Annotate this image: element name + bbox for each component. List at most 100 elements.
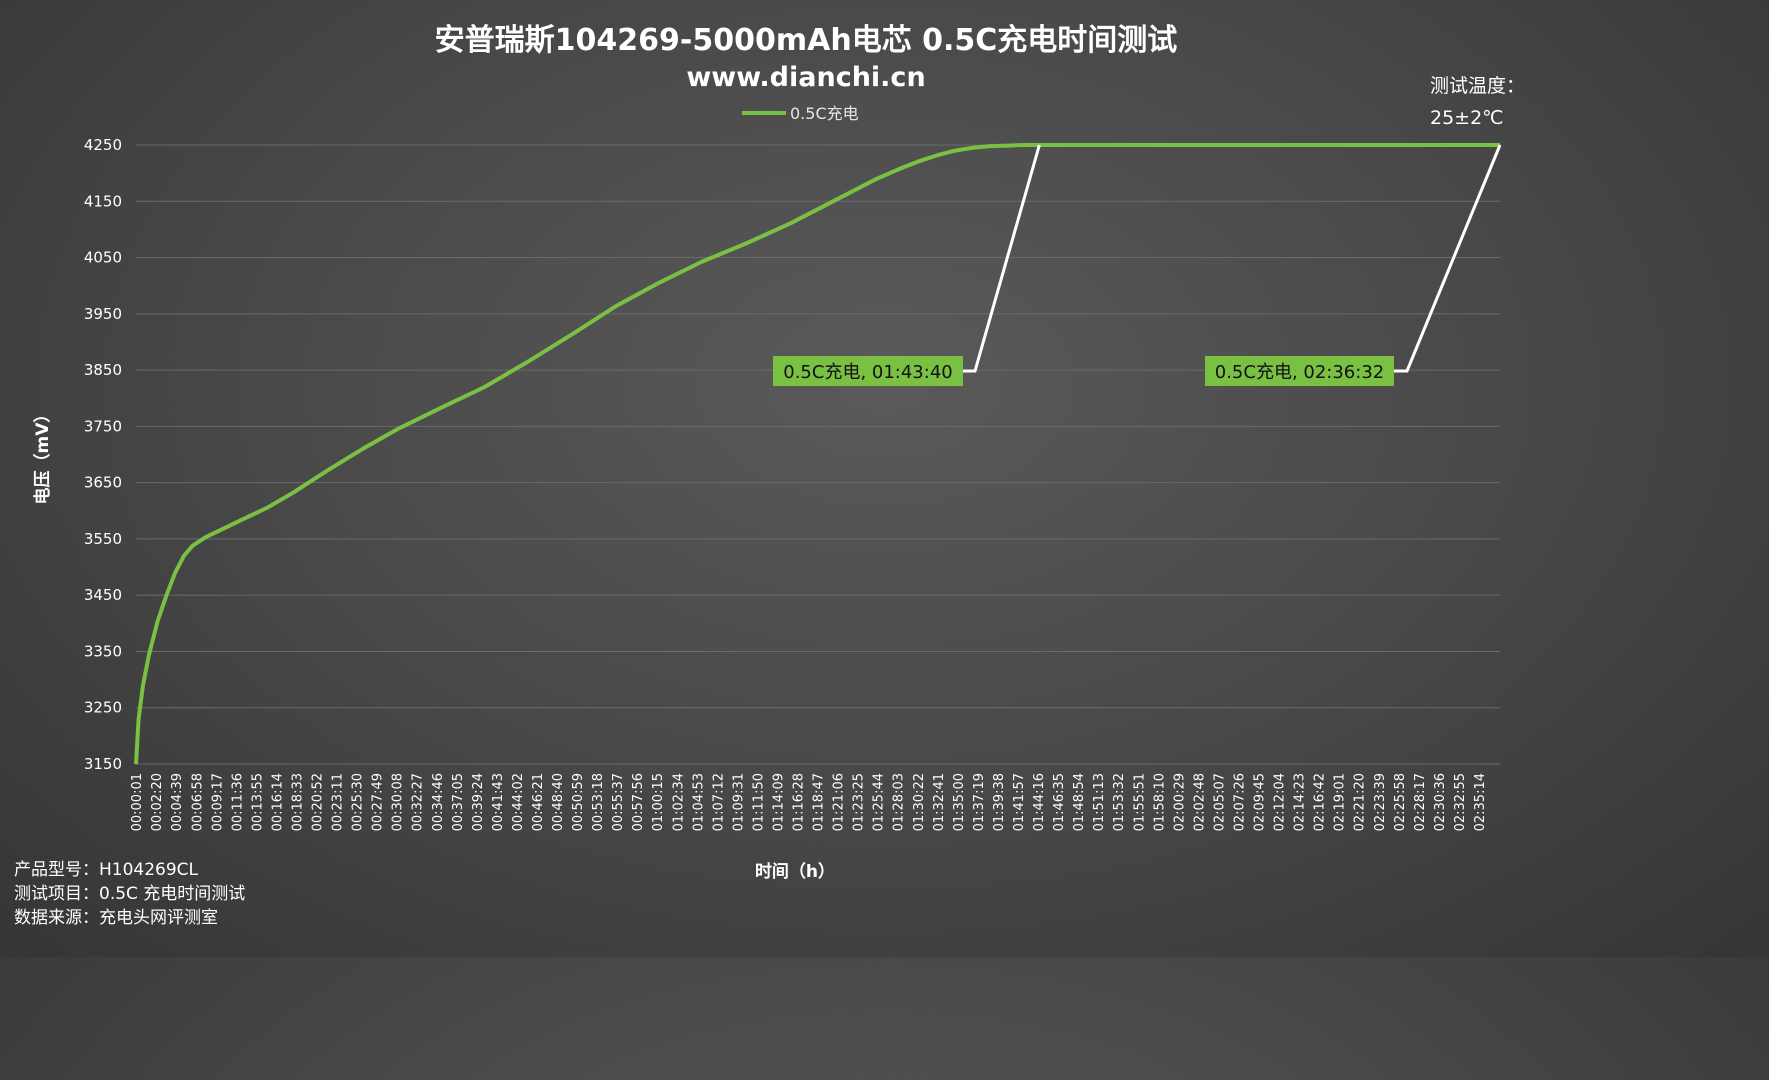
y-axis-ticks: 3150 3250 3350 3450 3550 3650 3750 3850 3950 4050… — [84, 136, 122, 773]
x-tick-label-65: 02:30:36 — [1433, 773, 1448, 831]
series-point-39 — [1268, 144, 1270, 146]
series-point-37 — [1093, 144, 1096, 146]
annotation-leader-1 — [1394, 144, 1502, 373]
series-point-31 — [954, 150, 956, 152]
series-point-3 — [148, 653, 150, 655]
legend: 0.5C充电 — [742, 104, 859, 123]
x-tick-label-52: 02:00:29 — [1172, 773, 1187, 831]
series-point-38 — [1181, 144, 1183, 146]
x-tick-label-36: 01:23:25 — [852, 773, 867, 831]
series-point-32 — [971, 147, 974, 149]
series-point-41 — [1442, 144, 1444, 146]
series-point-18 — [483, 386, 486, 388]
series-point-28 — [902, 166, 904, 169]
x-tick-label-61: 02:21:20 — [1353, 773, 1368, 831]
series-layer — [134, 143, 1501, 765]
x-tick-label-21: 00:48:40 — [551, 773, 566, 831]
series-point-11 — [239, 519, 242, 521]
series-point-10 — [222, 528, 224, 530]
x-tick-label-18: 00:41:43 — [491, 773, 506, 831]
x-tick-label-44: 01:41:57 — [1012, 773, 1027, 831]
x-tick-label-41: 01:35:00 — [952, 773, 967, 831]
x-tick-label-59: 02:16:42 — [1313, 773, 1328, 831]
series-point-23 — [701, 260, 704, 263]
x-tick-label-26: 01:00:15 — [651, 773, 666, 831]
y-tick-label-11: 4250 — [84, 136, 122, 154]
x-tick-label-39: 01:30:22 — [912, 773, 927, 831]
x-tick-label-1: 00:02:20 — [150, 773, 165, 831]
x-tick-label-11: 00:25:30 — [351, 773, 366, 831]
series-point-35 — [1024, 144, 1026, 146]
x-tick-label-64: 02:28:17 — [1413, 773, 1428, 831]
x-tick-label-54: 02:05:07 — [1212, 773, 1227, 831]
x-tick-label-42: 01:37:19 — [972, 773, 987, 831]
temperature-value: 25±2℃ — [1430, 107, 1504, 129]
x-tick-label-66: 02:32:55 — [1453, 773, 1468, 831]
series-point-7 — [183, 555, 185, 557]
x-tick-label-38: 01:28:03 — [892, 773, 907, 831]
series-point-2 — [142, 684, 144, 686]
x-tick-label-50: 01:55:51 — [1132, 773, 1147, 831]
x-tick-label-2: 00:04:39 — [170, 773, 185, 831]
series-point-17 — [440, 407, 442, 409]
annotation-label-1: 0.5C充电, 02:36:32 — [1215, 362, 1384, 383]
x-tick-label-51: 01:58:10 — [1152, 773, 1167, 831]
x-tick-label-34: 01:18:47 — [812, 773, 827, 831]
y-tick-label-6: 3750 — [84, 417, 122, 435]
series-point-22 — [658, 282, 660, 284]
product-model: 产品型号：H104269CL — [14, 860, 199, 880]
series-point-13 — [292, 492, 294, 494]
series-point-0 — [135, 763, 137, 765]
x-tick-label-32: 01:14:09 — [771, 773, 786, 831]
legend-label: 0.5C充电 — [790, 104, 859, 123]
y-axis-title: 电压（mV） — [32, 406, 53, 505]
x-tick-label-35: 01:21:06 — [832, 773, 847, 831]
x-tick-label-45: 01:44:16 — [1032, 773, 1047, 831]
series-point-8 — [192, 545, 194, 547]
series-point-40 — [1355, 144, 1357, 146]
x-tick-label-4: 00:09:17 — [210, 773, 225, 831]
x-tick-label-25: 00:57:56 — [631, 773, 646, 831]
series-point-16 — [396, 428, 399, 430]
series-point-25 — [788, 223, 791, 225]
x-tick-label-19: 00:44:02 — [511, 773, 526, 831]
x-tick-label-13: 00:30:08 — [391, 773, 406, 831]
series-point-5 — [165, 594, 168, 596]
series-point-33 — [989, 145, 991, 147]
x-tick-label-43: 01:39:38 — [992, 773, 1007, 831]
x-tick-label-23: 00:53:18 — [591, 773, 606, 831]
x-tick-label-37: 01:25:44 — [872, 773, 887, 831]
x-tick-label-9: 00:20:52 — [311, 773, 326, 831]
series-point-27 — [876, 178, 878, 180]
x-tick-label-20: 00:46:21 — [531, 773, 546, 831]
annotation-label-0: 0.5C充电, 01:43:40 — [783, 362, 952, 383]
x-tick-label-53: 02:02:48 — [1192, 773, 1207, 831]
x-tick-label-46: 01:46:35 — [1052, 773, 1067, 831]
x-tick-label-48: 01:51:13 — [1092, 773, 1107, 831]
x-tick-label-8: 00:18:33 — [290, 773, 305, 831]
x-tick-label-6: 00:13:55 — [250, 773, 265, 831]
series-line-0-5c — [134, 143, 1500, 765]
gridlines — [136, 144, 1500, 765]
y-tick-label-9: 4050 — [84, 249, 122, 267]
x-tick-label-0: 00:00:01 — [130, 773, 145, 831]
y-tick-label-8: 3950 — [84, 305, 122, 323]
x-tick-label-28: 01:04:53 — [691, 773, 706, 831]
annotation-box-0 — [773, 356, 963, 386]
x-tick-label-60: 02:19:01 — [1333, 773, 1348, 831]
x-tick-label-22: 00:50:59 — [571, 773, 586, 831]
y-tick-label-1: 3250 — [84, 699, 122, 717]
series-point-4 — [157, 619, 159, 622]
chart-title: 安普瑞斯104269-5000mAh电芯 0.5C充电时间测试 — [435, 23, 1178, 58]
annotation-box-1 — [1205, 356, 1394, 386]
y-tick-label-10: 4150 — [84, 192, 122, 210]
x-tick-label-63: 02:25:58 — [1393, 773, 1408, 831]
series-point-14 — [327, 469, 329, 471]
y-tick-label-7: 3850 — [84, 361, 122, 379]
x-tick-label-27: 01:02:34 — [671, 773, 686, 831]
series-point-12 — [266, 507, 268, 509]
series-point-6 — [174, 572, 176, 574]
x-tick-label-55: 02:07:26 — [1232, 773, 1247, 831]
x-axis-title: 时间（h） — [755, 861, 835, 882]
x-tick-label-17: 00:39:24 — [471, 773, 486, 831]
